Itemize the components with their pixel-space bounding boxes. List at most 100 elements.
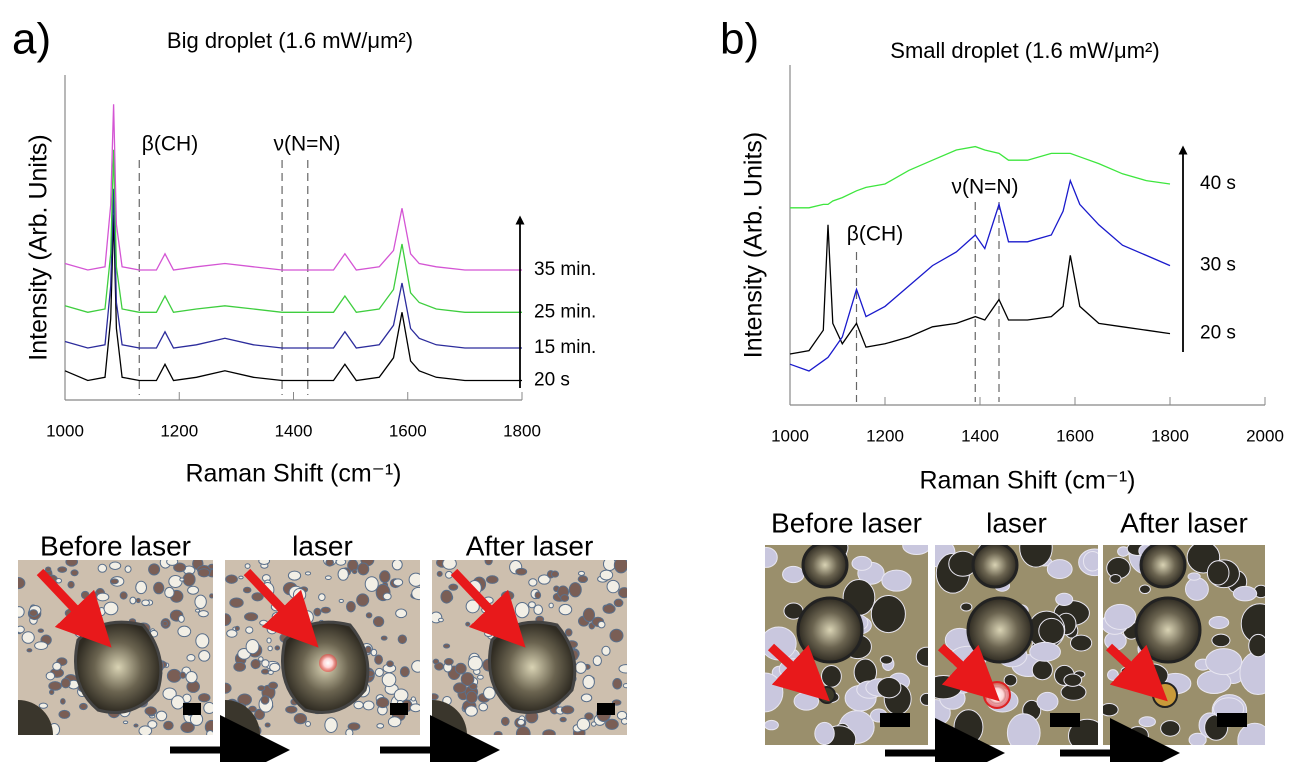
micro-blob xyxy=(285,705,298,714)
micro-blob xyxy=(351,569,358,575)
red-arrow xyxy=(1105,643,1168,702)
micrograph-content xyxy=(432,560,627,735)
micro-blob xyxy=(18,606,25,618)
micro-blob xyxy=(266,637,272,644)
micro-blob xyxy=(484,630,494,637)
micro-blob xyxy=(392,578,404,587)
micro-blob xyxy=(250,658,261,670)
micro-blob xyxy=(186,654,196,662)
laser-spot xyxy=(319,654,337,672)
micro-blob xyxy=(356,593,370,607)
micro-blob xyxy=(517,718,526,726)
micro-blob xyxy=(1160,720,1181,737)
micro-blob xyxy=(408,572,420,587)
micro-blob xyxy=(135,580,148,595)
micro-blob xyxy=(80,590,90,600)
micro-blob xyxy=(584,712,594,721)
micro-blob xyxy=(453,682,467,694)
micro-blob xyxy=(432,693,439,701)
micro-blob xyxy=(601,645,611,656)
scale-bar xyxy=(597,703,615,715)
micrograph xyxy=(765,545,928,745)
micro-blob xyxy=(559,716,567,723)
micro-blob xyxy=(876,677,902,699)
micro-blob xyxy=(138,725,153,735)
micro-blob xyxy=(1211,633,1231,648)
micro-blob xyxy=(1069,634,1093,652)
micro-blob xyxy=(464,705,478,717)
micro-blob xyxy=(345,728,354,735)
micro-blob xyxy=(574,661,587,674)
panel-label: a) xyxy=(12,15,51,64)
micro-blob xyxy=(486,575,499,584)
micro-blob xyxy=(238,575,244,580)
micro-blob xyxy=(599,569,614,581)
micro-blob xyxy=(902,545,928,555)
micro-blob xyxy=(259,619,269,626)
x-tick-label: 1200 xyxy=(160,421,198,440)
micro-blob xyxy=(436,570,443,577)
droplet xyxy=(801,545,849,589)
micrograph-content xyxy=(935,545,1098,745)
micro-blob xyxy=(264,722,271,728)
micro-blob xyxy=(300,610,314,625)
micro-blob xyxy=(293,713,308,725)
micro-blob xyxy=(1206,560,1230,586)
micro-blob xyxy=(440,589,453,604)
micro-blob xyxy=(1029,641,1061,662)
micro-blob xyxy=(411,660,420,673)
micro-blob xyxy=(267,670,274,675)
micrograph-content xyxy=(225,560,420,735)
micro-blob xyxy=(582,674,595,690)
micro-blob xyxy=(166,560,179,566)
micro-blob xyxy=(197,568,211,578)
micro-blob xyxy=(395,608,408,619)
micrograph-content xyxy=(765,545,928,745)
micro-blob xyxy=(124,565,132,573)
micro-blob xyxy=(52,661,62,671)
micro-blob xyxy=(109,561,122,570)
micro-blob xyxy=(602,604,616,614)
micro-blob xyxy=(953,709,984,745)
micro-blob xyxy=(194,594,207,609)
micro-blob xyxy=(620,717,627,725)
micro-blob xyxy=(162,687,177,700)
micro-blob xyxy=(376,723,385,729)
x-axis-title: Raman Shift (cm⁻¹) xyxy=(919,467,1135,495)
micro-blob xyxy=(1139,584,1151,595)
micro-blob xyxy=(618,587,627,599)
micro-blob xyxy=(45,566,52,573)
micro-blob xyxy=(580,693,593,703)
micro-blob xyxy=(177,614,185,623)
droplet xyxy=(796,596,864,664)
micro-blob xyxy=(147,720,158,729)
micro-blob xyxy=(443,643,451,649)
micro-blob xyxy=(613,560,627,574)
micro-blob xyxy=(269,623,277,632)
micro-blob xyxy=(393,688,409,702)
micro-blob xyxy=(365,612,373,619)
micro-blob xyxy=(337,567,349,581)
x-tick-label: 1800 xyxy=(1151,426,1189,445)
micro-blob xyxy=(542,729,556,735)
micro-blob xyxy=(411,586,420,601)
micro-blob xyxy=(935,674,963,700)
micro-blob xyxy=(391,560,403,571)
micro-blob xyxy=(18,577,26,590)
micro-blob xyxy=(879,655,894,665)
micro-blob xyxy=(372,616,385,628)
micro-blob xyxy=(370,648,378,657)
micro-blob xyxy=(34,641,49,651)
micro-blob xyxy=(173,562,187,573)
micro-blob xyxy=(465,621,471,627)
spectrum-line xyxy=(790,145,1171,209)
micro-blob xyxy=(500,716,510,727)
micro-blob xyxy=(1126,726,1149,745)
micro-blob xyxy=(478,702,489,712)
micro-blob xyxy=(335,560,347,566)
micro-blob xyxy=(185,670,198,684)
micro-blob xyxy=(375,696,390,709)
scale-bar xyxy=(183,703,201,715)
micro-blob xyxy=(67,580,75,589)
micro-blob xyxy=(364,576,379,592)
